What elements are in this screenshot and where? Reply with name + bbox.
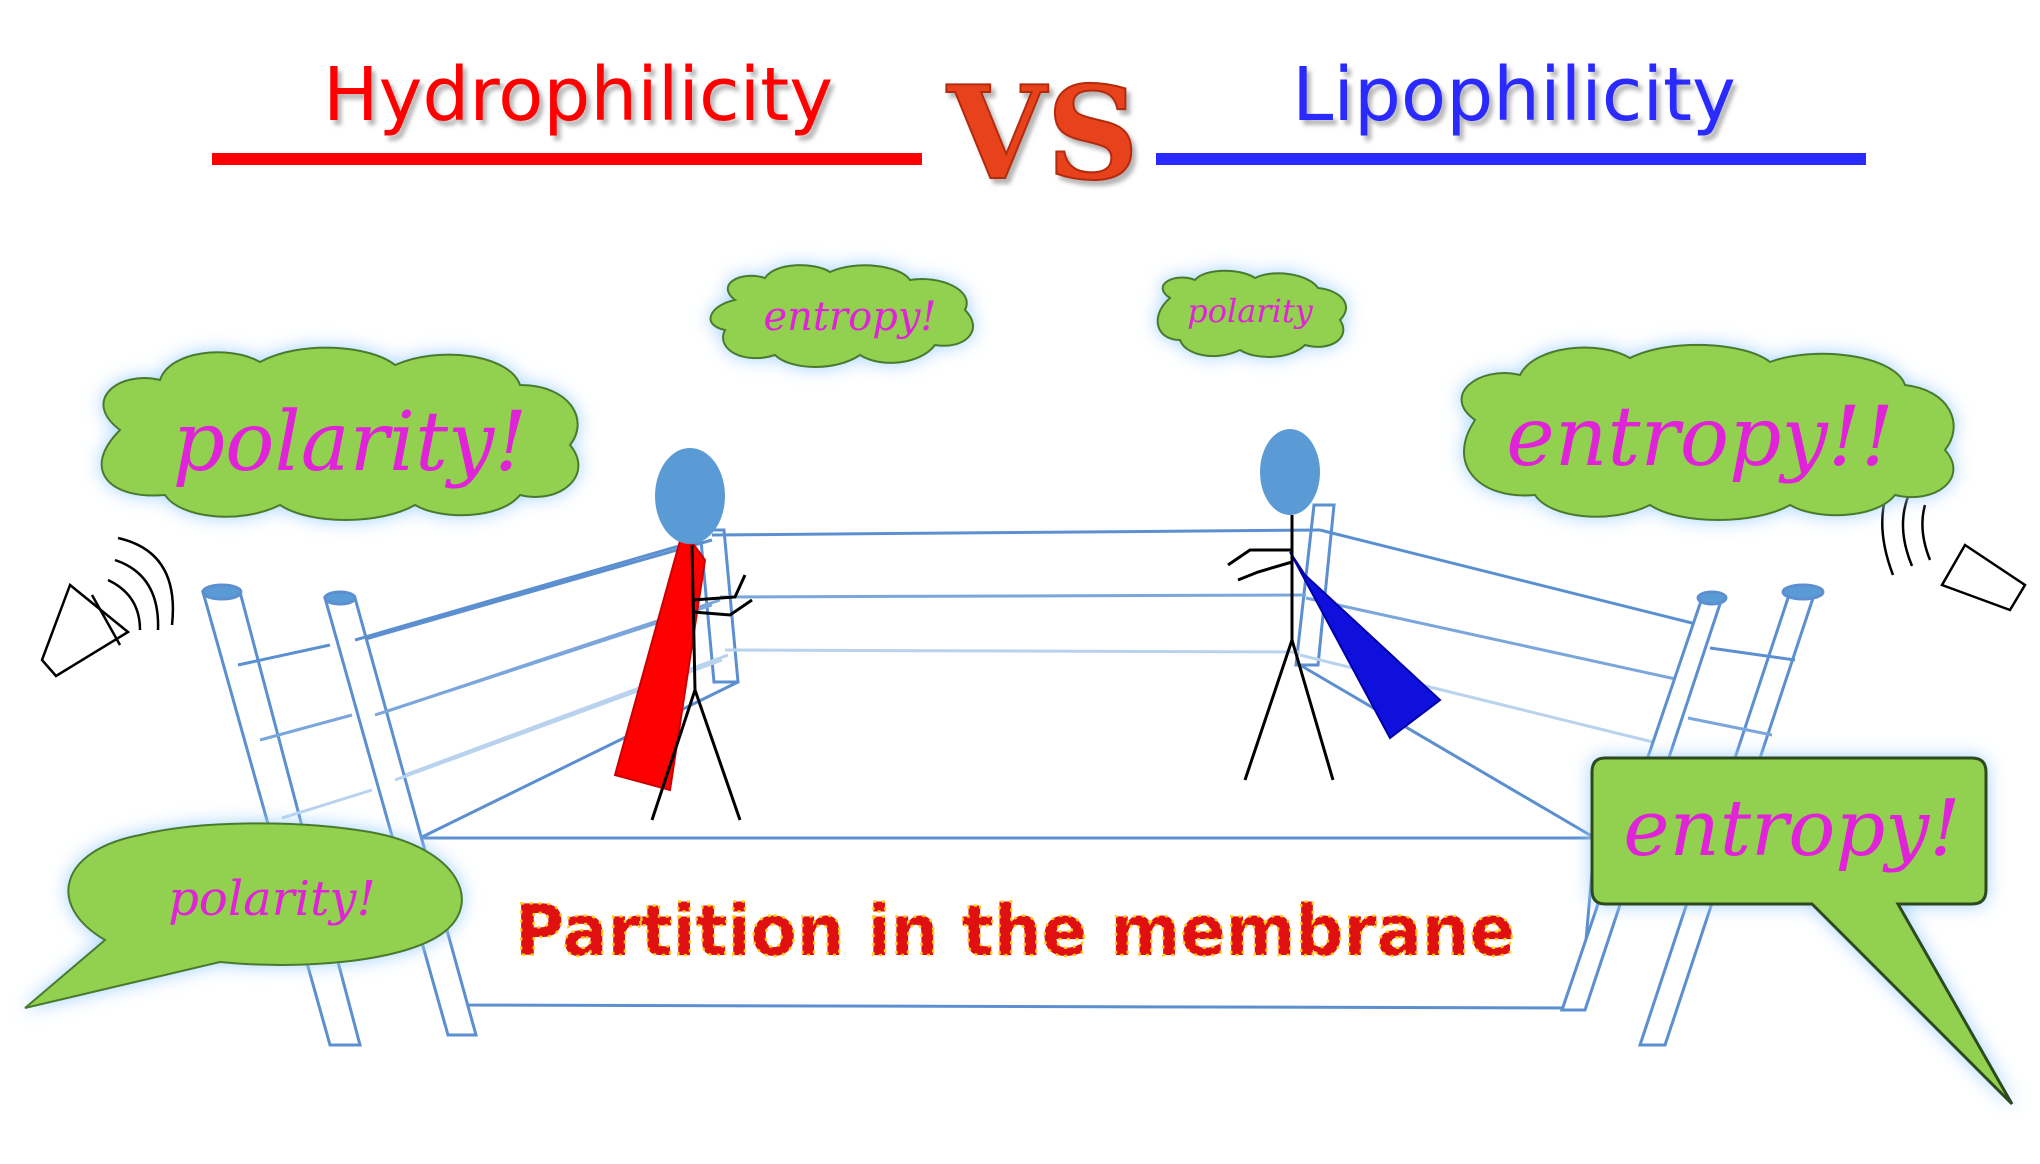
cloud-center-left: entropy!: [709, 264, 975, 368]
ring-post-front-left-2: [323, 596, 478, 1037]
speech-bubble-left-text: polarity!: [168, 871, 376, 927]
title-left: Hydrophilicity: [323, 52, 833, 138]
cloud-center-left-text: entropy!: [764, 294, 937, 340]
title-left-underline: [212, 153, 922, 165]
speech-bubble-right-text: entropy!: [1623, 784, 1960, 874]
title-area: Hydrophilicity VS Lipophilicity: [212, 52, 1866, 210]
megaphone-left-icon: [40, 536, 175, 678]
fighter-right: [1227, 429, 1442, 781]
banner-text: Partition in the membrane: [515, 890, 1515, 972]
cloud-center-right: polarity: [1156, 269, 1347, 358]
ring-post-front-left-1: [201, 590, 362, 1047]
title-right: Lipophilicity: [1292, 52, 1736, 138]
title-vs: VS: [946, 59, 1139, 209]
cape-red: [613, 527, 707, 792]
megaphone-right-icon: [1881, 479, 2027, 612]
cloud-center-right-text: polarity: [1187, 292, 1313, 330]
fighter-right-head: [1260, 429, 1320, 515]
cape-blue: [1289, 551, 1442, 740]
fighter-left-head: [655, 448, 725, 544]
cloud-right-big: entropy!!: [1460, 343, 1955, 521]
speech-bubble-right: entropy!: [1590, 756, 2014, 1106]
title-right-underline: [1156, 153, 1866, 165]
speech-bubble-left: polarity!: [24, 822, 463, 1009]
cloud-right-big-text: entropy!!: [1506, 390, 1894, 485]
cloud-left-big: polarity!: [100, 346, 580, 521]
cloud-left-big-text: polarity!: [173, 395, 528, 490]
fighter-left: [613, 448, 753, 821]
boxing-ring: [201, 503, 1825, 1047]
